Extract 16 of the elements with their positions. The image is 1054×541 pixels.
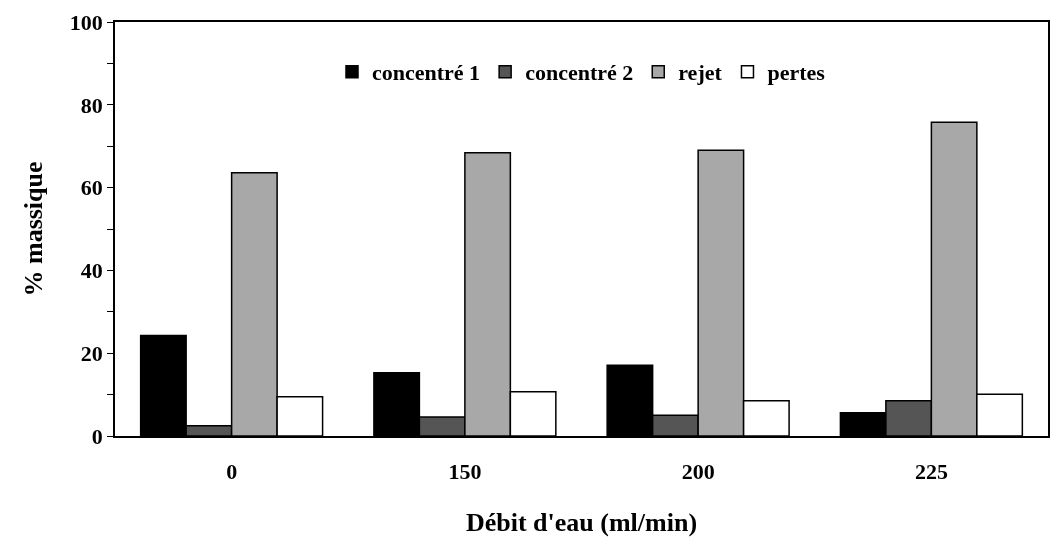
y-tick-label: 80 (80, 92, 103, 118)
x-tick-label: 225 (914, 459, 948, 485)
y-tick-label: 40 (80, 258, 103, 284)
legend-label: concentré 2 (525, 60, 634, 86)
y-tick-label: 20 (80, 340, 103, 366)
x-tick-label: 200 (681, 459, 715, 485)
legend-label: concentré 1 (372, 60, 481, 86)
legend-label: pertes (767, 60, 826, 86)
y-tick-label: 0 (91, 423, 103, 449)
y-tick-label: 60 (80, 175, 103, 201)
x-tick-label: 150 (448, 459, 482, 485)
legend-label: rejet (678, 60, 723, 86)
x-axis-title: Débit d'eau (ml/min) (465, 508, 698, 538)
x-tick-label: 0 (226, 459, 238, 485)
y-tick-label: 100 (69, 9, 103, 35)
y-axis-title: % massique (18, 161, 48, 297)
